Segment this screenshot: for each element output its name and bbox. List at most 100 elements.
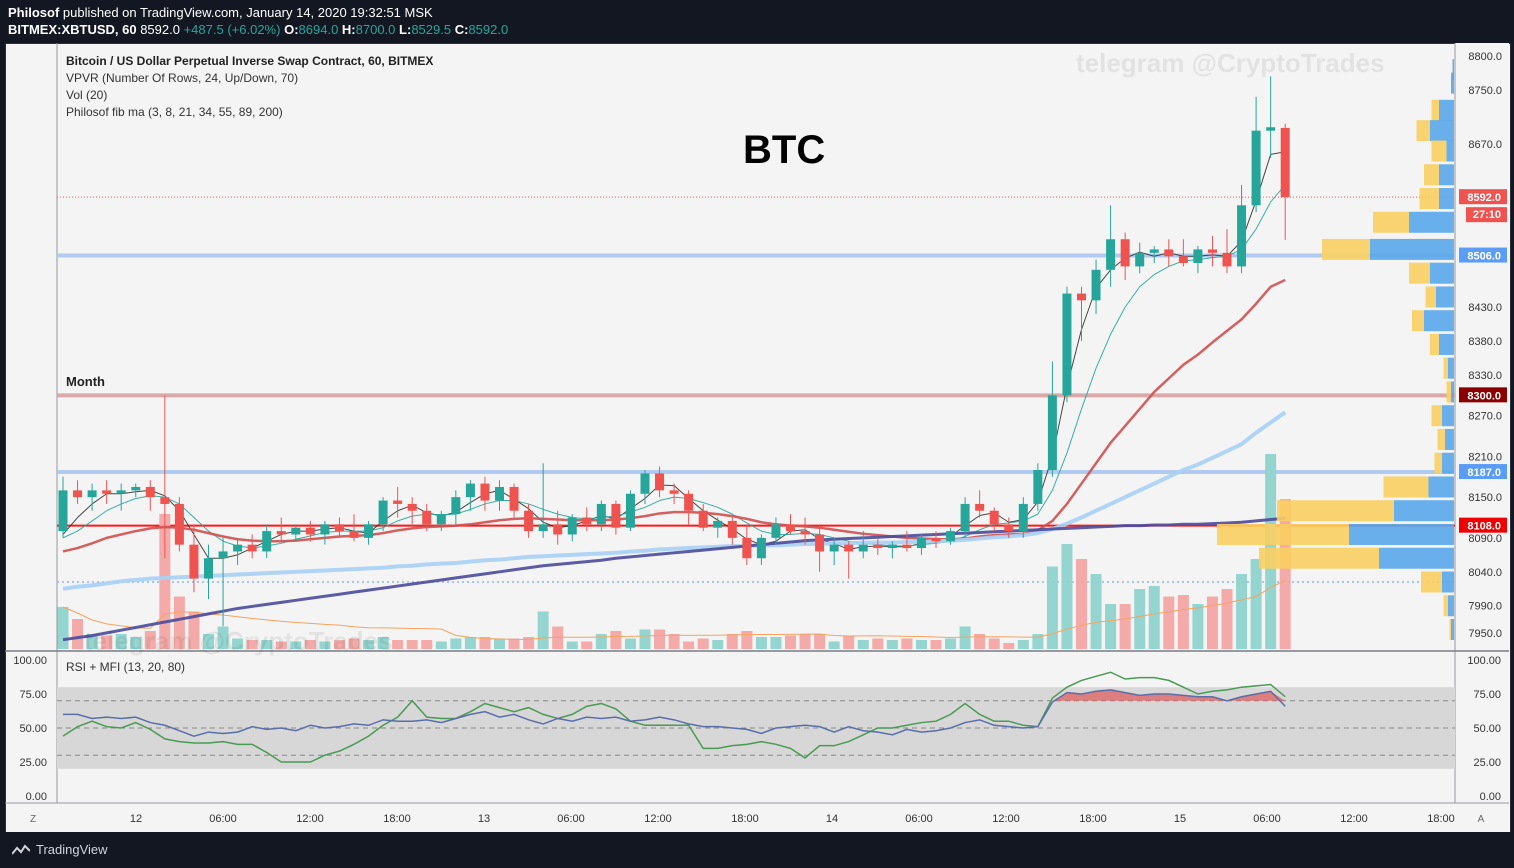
vpvr-up-17: [1434, 452, 1442, 474]
high-label: H:: [341, 22, 356, 37]
volume-bar-63: [974, 634, 986, 649]
candle-body-28: [465, 483, 475, 498]
high-value: 8700.0: [355, 22, 396, 37]
volume-bar-67: [1032, 634, 1044, 649]
vpvr-down-20: [1349, 523, 1454, 545]
candle-body-70: [1077, 293, 1086, 301]
vpvr-down-17: [1442, 452, 1454, 474]
price-chart[interactable]: 8800.0 8750.0 8670.0 8430.0 8380.0 8330.0 8270…: [5, 43, 1509, 831]
candle-body-47: [742, 537, 752, 559]
candle-body-13: [247, 544, 257, 552]
vpvr-down-9: [1430, 262, 1454, 284]
candle-body-30: [495, 486, 504, 501]
auto-scale-toggle: A: [1478, 814, 1485, 825]
price-tick-5: 8330.0: [1468, 370, 1502, 382]
volume-bar-55: [857, 640, 869, 649]
candle-body-6: [145, 486, 155, 498]
volume-bar-9: [188, 611, 200, 649]
rsi-legend[interactable]: RSI + MFI (13, 20, 80): [66, 660, 186, 674]
vpvr-up-7: [1373, 211, 1409, 233]
ma-line-34: [62, 278, 1286, 553]
rsi-tick-left-0: 100.00: [13, 655, 47, 667]
volume-bar-50: [785, 635, 796, 649]
legend-fib-ma[interactable]: Philosof fib ma (3, 8, 21, 34, 55, 89, 2…: [66, 105, 283, 119]
vpvr-up-24: [1449, 619, 1451, 641]
vpvr-up-14: [1446, 381, 1451, 403]
vpvr-down-13: [1448, 357, 1454, 379]
vpvr-down-3: [1430, 120, 1454, 142]
rsi-line: [63, 689, 1286, 737]
price-tick-4: 8380.0: [1468, 336, 1502, 348]
volume-bar-47: [741, 631, 753, 649]
candle-body-82: [1251, 130, 1261, 206]
time-tick-14: 12:00: [1340, 813, 1368, 825]
volume-bar-68: [1046, 566, 1058, 649]
legend-title: Bitcoin / US Dollar Perpetual Inverse Sw…: [66, 54, 434, 68]
volume-bar-23: [392, 640, 404, 649]
candle-body-3: [102, 490, 112, 494]
volume-bar-2: [86, 634, 98, 649]
volume-bar-18: [319, 641, 331, 649]
volume-bar-44: [697, 638, 709, 649]
candle-body-11: [218, 551, 228, 559]
candle-body-20: [349, 531, 359, 538]
candle-body-73: [1120, 239, 1130, 267]
footer-bar: TradingView: [0, 832, 1514, 868]
candle-body-51: [800, 531, 810, 535]
candle-body-4: [116, 490, 126, 494]
candle-body-8: [174, 503, 184, 545]
candle-body-56: [873, 544, 883, 549]
price-tick-7: 8210.0: [1468, 451, 1502, 463]
volume-bar-74: [1134, 589, 1146, 649]
time-tick-3: 18:00: [383, 813, 411, 825]
vpvr-down-0: [1452, 59, 1454, 81]
rsi-overbought-fill: [1052, 689, 1286, 701]
volume-bar-45: [712, 640, 724, 649]
price-tick-6: 8270.0: [1468, 411, 1502, 423]
tradingview-logo[interactable]: TradingView: [12, 842, 108, 857]
volume-bar-28: [464, 637, 476, 649]
volume-bar-80: [1221, 589, 1233, 649]
low-label: L:: [399, 22, 412, 37]
time-tick-15: 18:00: [1427, 813, 1455, 825]
watermark-bottom: telegram @CryptoTrades: [84, 626, 393, 656]
legend-vpvr[interactable]: VPVR (Number Of Rows, 24, Up/Down, 70): [66, 71, 299, 85]
candle-body-45: [713, 520, 723, 528]
author-name[interactable]: Philosof: [8, 5, 60, 20]
volume-bar-78: [1192, 604, 1204, 649]
ma-line-200: [62, 516, 1286, 642]
vpvr-up-12: [1430, 333, 1439, 355]
vpvr-down-22: [1442, 571, 1454, 593]
volume-bar-75: [1148, 586, 1160, 649]
volume-bar-64: [988, 638, 1000, 649]
candle-body-5: [131, 486, 141, 491]
price-tick-9: 8090.0: [1468, 533, 1502, 545]
volume-bar-39: [624, 638, 636, 649]
volume-bar-61: [945, 638, 957, 649]
candle-body-12: [233, 544, 243, 552]
candle-body-58: [902, 544, 912, 549]
volume-bar-46: [726, 634, 738, 649]
volume-bar-54: [843, 635, 855, 649]
candle-body-38: [611, 503, 621, 528]
candle-body-67: [1033, 470, 1043, 504]
volume-bar-73: [1119, 604, 1131, 649]
candle-body-40: [640, 473, 650, 494]
candle-body-46: [727, 520, 737, 538]
candle-body-31: [509, 486, 519, 511]
candle-body-9: [189, 544, 199, 579]
candle-body-74: [1135, 252, 1145, 267]
price-label-1: 8506.0: [1467, 251, 1501, 263]
candle-body-17: [305, 527, 315, 535]
vpvr-up-9: [1409, 262, 1430, 284]
vpvr-up-22: [1421, 571, 1442, 593]
mfi-line: [62, 671, 1286, 763]
legend-vol[interactable]: Vol (20): [66, 88, 108, 102]
close-label: C:: [454, 22, 469, 37]
volume-bar-4: [115, 634, 127, 649]
btc-annotation: BTC: [743, 128, 826, 172]
price-axis-bg: [1455, 43, 1509, 831]
volume-bar-0: [57, 607, 69, 649]
candle-body-18: [320, 524, 330, 535]
low-value: 8529.5: [411, 22, 452, 37]
